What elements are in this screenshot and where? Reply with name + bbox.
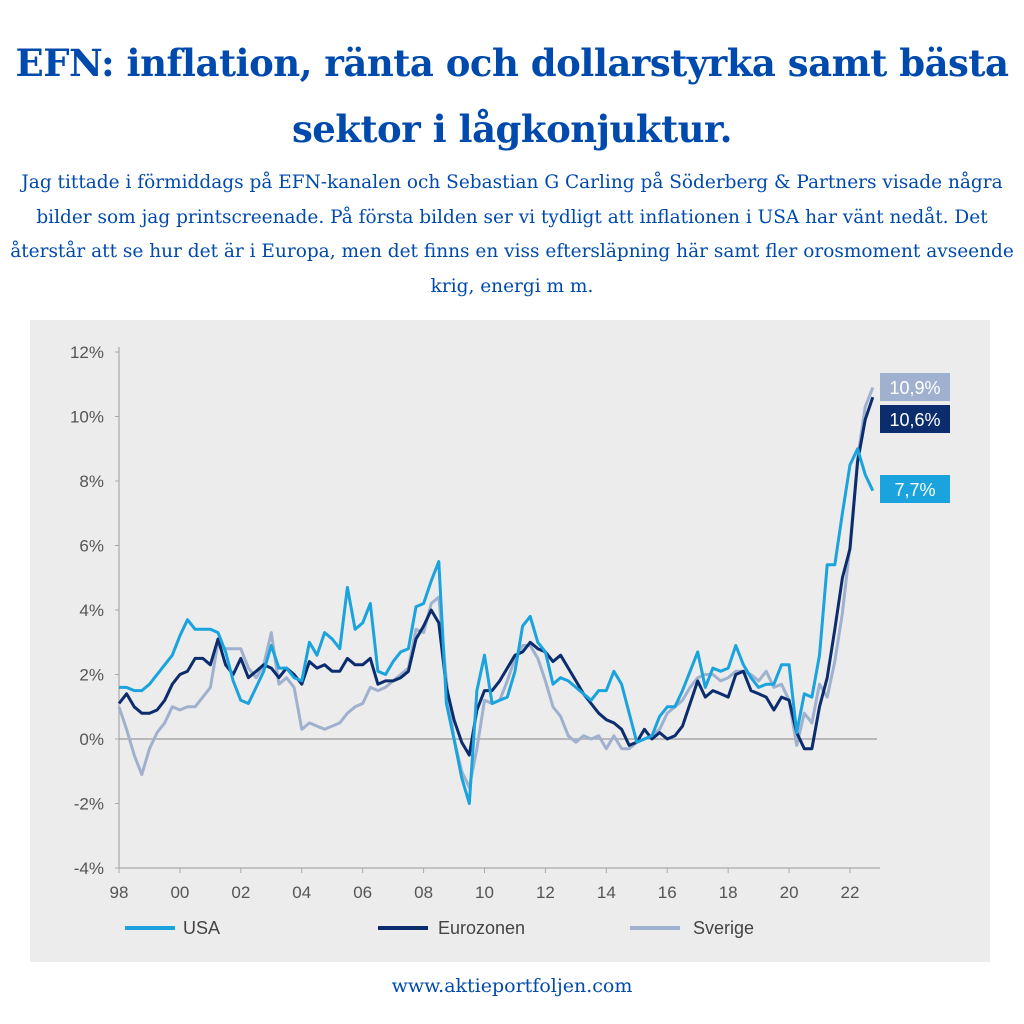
x-tick-label: 14 <box>597 883 616 902</box>
series-line-eurozonen <box>117 396 875 757</box>
inflation-chart: 12% 10% 8% 6% 4% 2% 0% -2% -4% 98 00 02 04 06 08 10 12 14… <box>30 320 990 962</box>
y-tick-label: -2% <box>74 795 104 814</box>
intro-text: Jag tittade i förmiddags på EFN-kanalen … <box>10 172 1014 297</box>
x-tick-label: 22 <box>841 883 860 902</box>
x-tick-label: 00 <box>170 883 189 902</box>
chart-svg: 12% 10% 8% 6% 4% 2% 0% -2% -4% 98 00 02 04 06 08 10 12 14… <box>70 343 950 938</box>
end-label-usa: 7,7% <box>894 480 935 500</box>
legend-label-usa: USA <box>183 918 220 938</box>
y-tick-label: 8% <box>79 472 104 491</box>
x-tick-label: 10 <box>475 883 494 902</box>
x-tick-label: 08 <box>414 883 433 902</box>
legend-label-eurozonen: Eurozonen <box>438 918 525 938</box>
x-tick-label: 06 <box>353 883 372 902</box>
y-tick-label: 4% <box>79 601 104 620</box>
x-tick-label: 04 <box>292 883 311 902</box>
x-tick-label: 12 <box>536 883 555 902</box>
legend-label-sverige: Sverige <box>693 918 754 938</box>
page-title: EFN: inflation, ränta och dollarstyrka s… <box>15 41 1009 151</box>
x-tick-label: 18 <box>719 883 738 902</box>
y-tick-label: 6% <box>79 537 104 556</box>
end-label-box-eurozonen <box>880 405 950 433</box>
y-tick-label: 10% <box>70 408 104 427</box>
end-label-box-sverige <box>880 373 950 401</box>
end-label-sverige: 10,9% <box>889 378 940 398</box>
y-tick-label: 2% <box>79 666 104 685</box>
y-tick-label: 0% <box>79 730 104 749</box>
x-tick-label: 02 <box>231 883 250 902</box>
end-label-box-usa <box>880 475 950 503</box>
series-line-sverige <box>117 386 875 789</box>
y-tick-label: 12% <box>70 343 104 362</box>
series-line-usa <box>119 447 875 805</box>
y-tick-label: -4% <box>74 859 104 878</box>
end-label-eurozonen: 10,6% <box>889 410 940 430</box>
x-tick-label: 98 <box>110 883 129 902</box>
x-tick-label: 20 <box>780 883 799 902</box>
website-url[interactable]: www.aktieportfoljen.com <box>391 975 633 997</box>
x-tick-label: 16 <box>658 883 677 902</box>
